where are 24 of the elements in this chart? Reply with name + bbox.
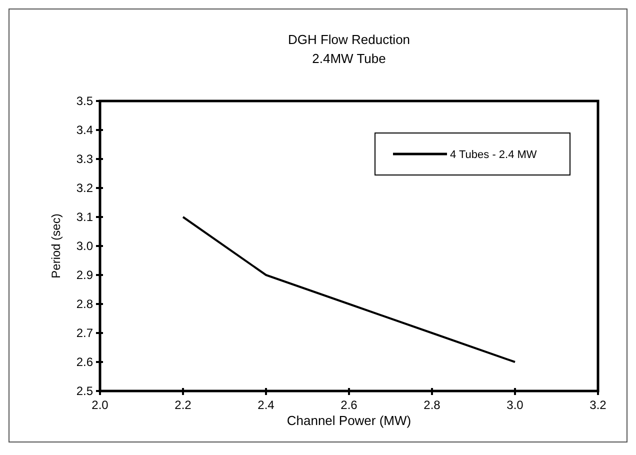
- y-tick-label: 3.3: [76, 152, 94, 166]
- x-tick-label: 3.2: [590, 398, 607, 412]
- x-tick-label: 2.2: [174, 398, 192, 412]
- y-tick-label: 3.1: [76, 210, 94, 224]
- x-tick-label: 3.0: [506, 398, 524, 412]
- y-tick-label: 3.2: [76, 181, 94, 196]
- y-axis-title: Period (sec): [49, 214, 63, 278]
- x-tick-label: 2.6: [340, 398, 358, 412]
- line-series: [182, 216, 516, 363]
- chart-subtitle: 2.4MW Tube: [312, 51, 386, 66]
- y-tick-label: 2.5: [76, 384, 94, 398]
- y-tick-label: 2.8: [76, 297, 94, 312]
- y-tick-label: 3.4: [76, 123, 94, 138]
- y-tick-label: 3.0: [76, 239, 94, 254]
- y-tick-label: 3.5: [76, 94, 94, 108]
- x-tick-label: 2.8: [424, 398, 441, 412]
- y-tick-label: 2.7: [76, 326, 94, 340]
- y-tick-label: 2.9: [76, 268, 94, 282]
- chart-title: DGH Flow Reduction: [288, 32, 410, 47]
- x-tick-label: 2.4: [258, 398, 275, 412]
- x-tick-label: 2.0: [92, 398, 109, 412]
- legend-label: 4 Tubes - 2.4 MW: [450, 148, 538, 161]
- y-tick-label: 2.6: [76, 355, 94, 370]
- x-axis-title: Channel Power (MW): [286, 413, 412, 428]
